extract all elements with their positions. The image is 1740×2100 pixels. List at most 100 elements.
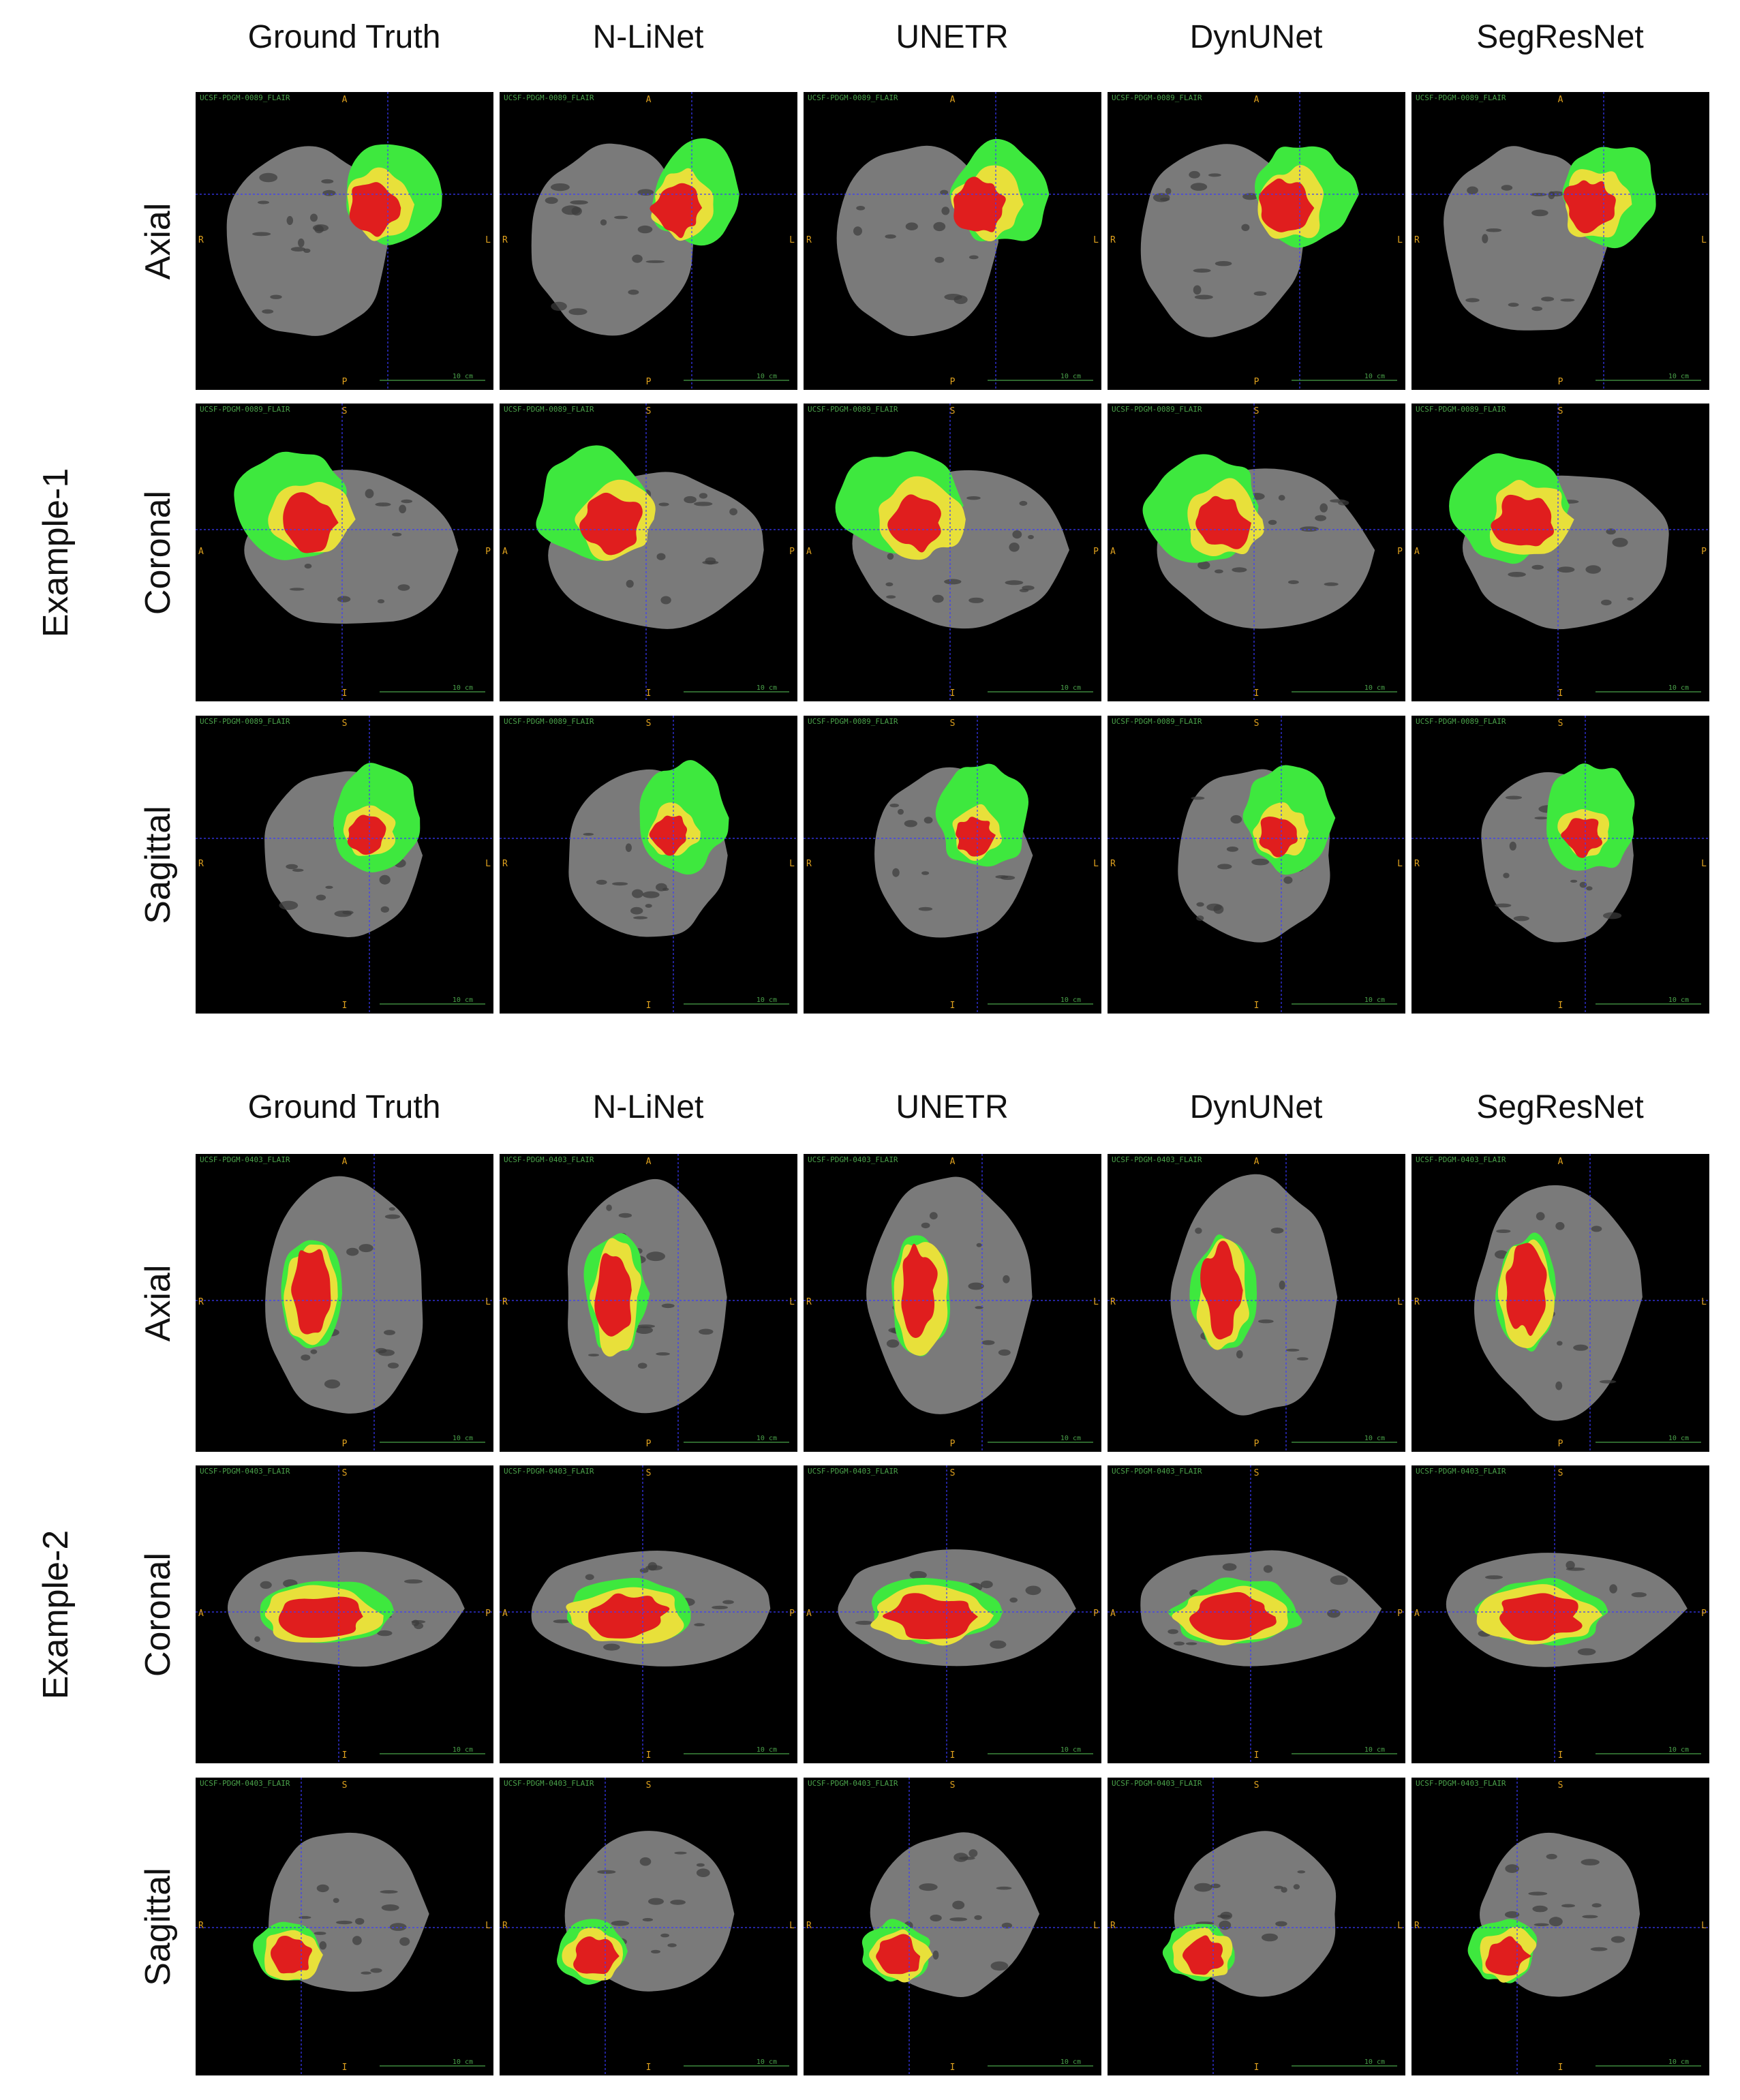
scale-label: 10 cm — [1364, 2058, 1385, 2066]
scan-id-label: UCSF-PDGM-0403_FLAIR — [200, 1467, 290, 1476]
mri-panel: UCSF-PDGM-0089_FLAIR S I A P 10 cm — [804, 404, 1101, 701]
orientation-top: S — [949, 1780, 956, 1791]
mri-slice-image — [196, 716, 493, 1014]
orientation-left: R — [198, 859, 204, 869]
orientation-bottom: P — [341, 377, 348, 387]
brain-sulcus — [1495, 1250, 1508, 1259]
brain-sulcus — [959, 1856, 975, 1860]
brain-sulcus — [1533, 1923, 1549, 1926]
orientation-bottom: P — [949, 1439, 956, 1449]
scan-id-label: UCSF-PDGM-0089_FLAIR — [808, 405, 898, 414]
brain-sulcus — [399, 504, 406, 514]
brain-sulcus — [1549, 191, 1564, 197]
brain-sulcus — [1528, 1891, 1548, 1896]
mri-slice-image — [196, 404, 493, 701]
orientation-left: A — [806, 1609, 812, 1619]
orientation-bottom: I — [645, 1001, 652, 1011]
column-header: UNETR — [896, 1089, 1009, 1125]
brain-sulcus — [885, 234, 896, 239]
brain-sulcus — [322, 189, 336, 196]
mri-panel: UCSF-PDGM-0403_FLAIR A P R L 10 cm — [1411, 1154, 1709, 1452]
brain-sulcus — [1555, 1221, 1565, 1230]
mri-panel: UCSF-PDGM-0403_FLAIR A P R L 10 cm — [196, 1154, 493, 1452]
brain-sulcus — [1242, 193, 1259, 200]
brain-sulcus — [1275, 1921, 1287, 1927]
brain-sulcus — [892, 868, 900, 877]
brain-sulcus — [1165, 187, 1172, 195]
brain-sulcus — [990, 1961, 1009, 1971]
orientation-right: L — [789, 1921, 795, 1931]
brain-sulcus — [553, 1619, 570, 1624]
necrotic-core-region — [1499, 1593, 1583, 1641]
necrotic-core-region — [883, 1593, 978, 1639]
orientation-right: L — [1701, 1921, 1707, 1931]
brain-sulcus — [1293, 1884, 1300, 1890]
scale-label: 10 cm — [756, 1746, 777, 1754]
orientation-top: S — [949, 1468, 956, 1478]
brain-sulcus — [260, 1581, 272, 1589]
orientation-right: P — [485, 547, 491, 557]
orientation-top: A — [1253, 1157, 1260, 1167]
brain-sulcus — [694, 502, 713, 506]
brain-sulcus — [980, 1581, 993, 1589]
brain-sulcus — [1005, 580, 1024, 585]
brain-sulcus — [941, 207, 950, 215]
necrotic-core-region — [1491, 494, 1555, 547]
brain-sulcus — [1531, 209, 1548, 217]
brain-sulcus — [667, 1943, 677, 1947]
brain-sulcus — [645, 904, 652, 908]
brain-sulcus — [628, 289, 639, 295]
brain-sulcus — [1315, 515, 1326, 521]
brain-sulcus — [358, 1244, 373, 1253]
brain-sulcus — [853, 226, 862, 236]
brain-sulcus — [1190, 183, 1208, 191]
brain-sulcus — [1534, 817, 1548, 820]
brain-sulcus — [1258, 1319, 1274, 1324]
orientation-top: S — [341, 1468, 348, 1478]
brain-sulcus — [1253, 291, 1267, 296]
brain-sulcus — [370, 1968, 382, 1973]
column-header: N-LiNet — [592, 19, 704, 55]
brain-sulcus — [603, 1643, 620, 1651]
mri-slice-image — [1411, 716, 1709, 1014]
brain-sulcus — [670, 1900, 686, 1905]
orientation-left: R — [1110, 859, 1116, 869]
brain-sulcus — [934, 256, 945, 263]
brain-sulcus — [1582, 1915, 1598, 1919]
scan-id-label: UCSF-PDGM-0089_FLAIR — [200, 405, 290, 414]
brain-sulcus — [1465, 298, 1480, 303]
brain-sulcus — [279, 900, 299, 910]
brain-sulcus — [632, 889, 643, 898]
orientation-bottom: I — [341, 1001, 348, 1011]
brain-sulcus — [1222, 1563, 1237, 1571]
necrotic-core-region — [579, 492, 643, 556]
brain-sulcus — [639, 1857, 652, 1866]
brain-sulcus — [1566, 1567, 1585, 1571]
necrotic-core-region — [649, 815, 688, 856]
brain-sulcus — [904, 820, 917, 827]
mri-slice-image — [500, 1465, 797, 1763]
orientation-bottom: I — [341, 1750, 348, 1761]
orientation-right: L — [485, 1921, 491, 1931]
orientation-right: P — [1701, 547, 1707, 557]
brain-sulcus — [289, 588, 305, 591]
brain-sulcus — [1001, 1922, 1012, 1929]
brain-sulcus — [397, 584, 410, 591]
orientation-left: A — [1414, 547, 1420, 557]
mri-panel: UCSF-PDGM-0403_FLAIR S I R L 10 cm — [1108, 1778, 1405, 2075]
orientation-left: R — [502, 859, 508, 869]
scale-label: 10 cm — [1668, 2058, 1689, 2066]
brain-sulcus — [1532, 1905, 1548, 1913]
brain-sulcus — [642, 891, 660, 898]
brain-sulcus — [1631, 1592, 1647, 1598]
orientation-left: R — [1110, 1297, 1116, 1307]
brain-sulcus — [290, 247, 306, 252]
necrotic-core-region — [1195, 496, 1251, 549]
brain-sulcus — [1505, 795, 1523, 800]
brain-sulcus — [645, 260, 665, 263]
orientation-top: S — [1557, 406, 1563, 416]
brain-sulcus — [1185, 1642, 1197, 1645]
row-label: Axial — [138, 202, 178, 279]
brain-sulcus — [699, 1328, 714, 1335]
brain-sulcus — [379, 874, 391, 885]
